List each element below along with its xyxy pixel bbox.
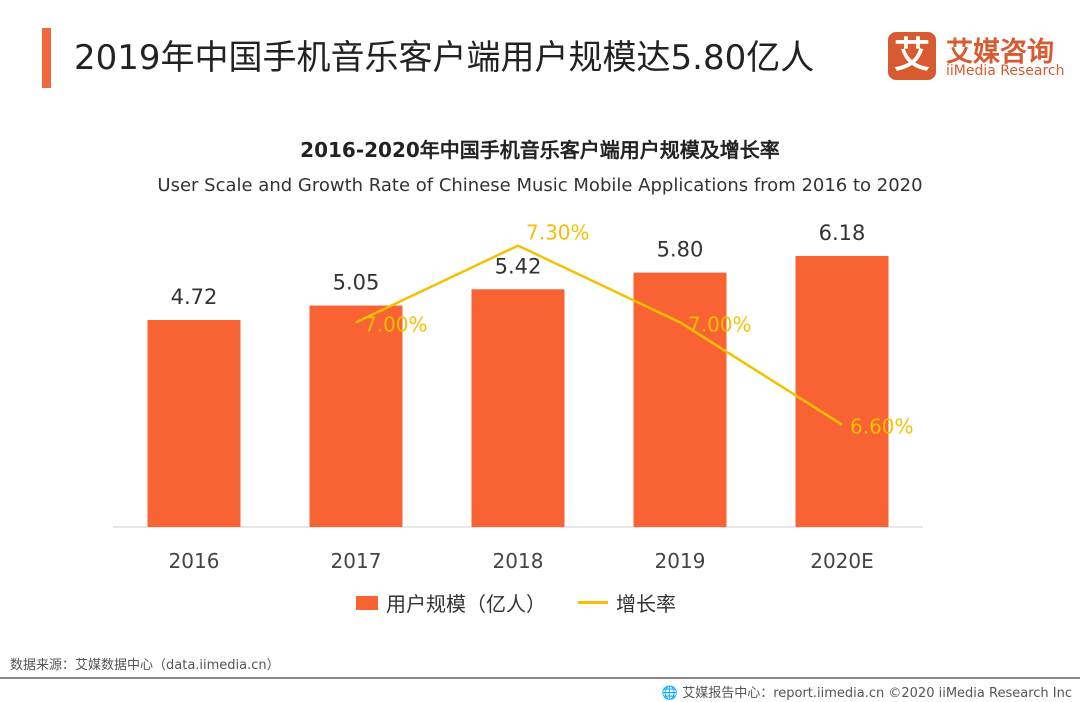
footer-divider bbox=[0, 677, 1080, 679]
x-tick-label: 2016 bbox=[169, 549, 220, 573]
x-tick-label: 2018 bbox=[493, 549, 544, 573]
growth-line bbox=[355, 244, 843, 426]
bar bbox=[795, 255, 889, 527]
legend-line-label: 增长率 bbox=[616, 592, 676, 616]
chart-title: 2016-2020年中国手机音乐客户端用户规模及增长率 bbox=[300, 138, 780, 162]
bar-value-label: 5.42 bbox=[495, 254, 542, 278]
bar-value-label: 5.05 bbox=[333, 271, 380, 295]
title-accent-bar bbox=[42, 28, 51, 88]
footer-copyright-text: 艾媒报告中心：report.iimedia.cn ©2020 iiMedia R… bbox=[682, 686, 1072, 701]
legend-bar-label: 用户规模（亿人） bbox=[386, 592, 546, 616]
logo-en: iiMedia Research bbox=[946, 63, 1065, 79]
bar-value-label: 4.72 bbox=[171, 285, 218, 309]
growth-value-label: 7.00% bbox=[364, 312, 428, 336]
logo-cn: 艾媒咨询 bbox=[946, 37, 1054, 68]
legend: 用户规模（亿人） 增长率 bbox=[356, 588, 676, 617]
page-title: 2019年中国手机音乐客户端用户规模达5.80亿人 bbox=[74, 38, 815, 78]
chart-subtitle: User Scale and Growth Rate of Chinese Mu… bbox=[157, 175, 923, 196]
growth-value-label: 7.30% bbox=[526, 221, 590, 245]
bar bbox=[633, 272, 727, 527]
logo-mark: 艾 bbox=[888, 32, 936, 80]
bar-value-label: 6.18 bbox=[819, 221, 866, 245]
bar bbox=[471, 289, 565, 527]
x-tick-label: 2017 bbox=[331, 549, 382, 573]
legend-line-swatch bbox=[578, 601, 608, 604]
bar-value-label: 5.80 bbox=[657, 238, 704, 262]
bar bbox=[147, 319, 241, 527]
bar bbox=[309, 305, 403, 527]
growth-value-label: 6.60% bbox=[850, 415, 914, 439]
x-tick-label: 2019 bbox=[655, 549, 706, 573]
legend-bar-swatch bbox=[356, 595, 378, 610]
footer-copyright: 🌐 艾媒报告中心：report.iimedia.cn ©2020 iiMedia… bbox=[661, 686, 1072, 701]
data-source: 数据来源：艾媒数据中心（data.iimedia.cn） bbox=[10, 658, 280, 673]
growth-value-label: 7.00% bbox=[688, 312, 752, 336]
x-tick-label: 2020E bbox=[810, 549, 874, 573]
logo: 艾 艾媒咨询 iiMedia Research bbox=[886, 30, 1076, 82]
